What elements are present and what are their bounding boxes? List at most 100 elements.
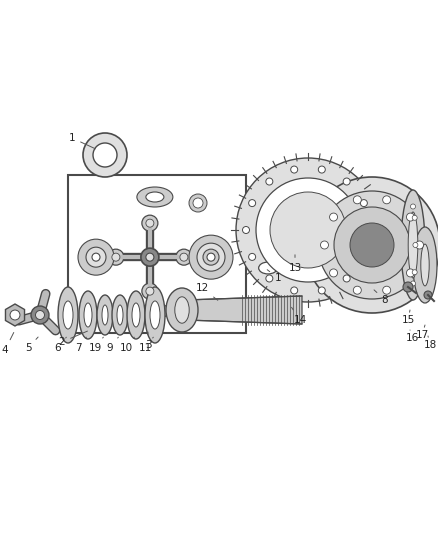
Circle shape — [10, 310, 20, 320]
Circle shape — [142, 283, 158, 299]
Circle shape — [243, 227, 250, 233]
Text: 9: 9 — [107, 337, 118, 353]
Ellipse shape — [102, 305, 108, 325]
Text: 3: 3 — [145, 332, 151, 350]
Circle shape — [207, 253, 215, 261]
Circle shape — [108, 249, 124, 265]
Circle shape — [412, 215, 417, 220]
Ellipse shape — [58, 287, 78, 343]
Ellipse shape — [401, 190, 425, 300]
Circle shape — [412, 270, 417, 274]
Text: 2: 2 — [59, 331, 88, 347]
Circle shape — [146, 287, 154, 295]
Ellipse shape — [84, 303, 92, 327]
Polygon shape — [185, 296, 302, 324]
Circle shape — [31, 306, 49, 324]
Ellipse shape — [175, 297, 189, 323]
Ellipse shape — [132, 303, 140, 327]
Circle shape — [329, 213, 338, 221]
Circle shape — [193, 198, 203, 208]
Ellipse shape — [166, 288, 198, 332]
Ellipse shape — [421, 244, 429, 286]
Text: 15: 15 — [401, 310, 415, 325]
Ellipse shape — [408, 212, 418, 278]
Circle shape — [321, 241, 328, 249]
Circle shape — [318, 166, 325, 173]
Circle shape — [360, 199, 367, 207]
Circle shape — [383, 196, 391, 204]
Circle shape — [353, 196, 361, 204]
Text: 17: 17 — [415, 325, 429, 340]
Ellipse shape — [63, 301, 73, 329]
Circle shape — [236, 158, 380, 302]
Circle shape — [410, 204, 416, 209]
Circle shape — [93, 143, 117, 167]
Text: 18: 18 — [424, 336, 437, 350]
Circle shape — [78, 239, 114, 275]
Text: 6: 6 — [55, 337, 66, 353]
Circle shape — [146, 219, 154, 227]
Text: 10: 10 — [120, 337, 134, 353]
Ellipse shape — [127, 291, 145, 339]
Circle shape — [203, 249, 219, 265]
Circle shape — [318, 191, 426, 299]
Bar — [68, 175, 246, 333]
Circle shape — [189, 194, 207, 212]
Circle shape — [86, 247, 106, 267]
Circle shape — [35, 311, 45, 319]
Ellipse shape — [112, 295, 128, 335]
Circle shape — [176, 249, 192, 265]
Ellipse shape — [97, 295, 113, 335]
Circle shape — [343, 275, 350, 282]
Circle shape — [424, 291, 432, 299]
Ellipse shape — [117, 305, 123, 325]
Circle shape — [318, 287, 325, 294]
Text: 8: 8 — [374, 290, 389, 305]
Text: 13: 13 — [288, 255, 302, 273]
Circle shape — [406, 269, 414, 277]
Ellipse shape — [137, 187, 173, 207]
Circle shape — [83, 133, 127, 177]
Circle shape — [334, 207, 410, 283]
Circle shape — [256, 178, 360, 282]
Circle shape — [367, 227, 374, 233]
Circle shape — [146, 253, 154, 261]
Text: 14: 14 — [292, 308, 307, 325]
Text: 11: 11 — [138, 337, 153, 353]
Ellipse shape — [150, 301, 160, 329]
Polygon shape — [5, 304, 25, 326]
Text: 5: 5 — [25, 337, 38, 353]
Circle shape — [416, 241, 424, 249]
Text: 1: 1 — [267, 270, 281, 283]
Circle shape — [141, 248, 159, 266]
Circle shape — [180, 253, 188, 261]
Circle shape — [410, 281, 416, 286]
Ellipse shape — [413, 227, 437, 303]
Circle shape — [406, 213, 414, 221]
Ellipse shape — [145, 287, 165, 343]
Circle shape — [291, 287, 298, 294]
Circle shape — [383, 286, 391, 294]
Ellipse shape — [79, 291, 97, 339]
Circle shape — [197, 243, 225, 271]
Circle shape — [92, 253, 100, 261]
Circle shape — [266, 275, 273, 282]
Text: 1: 1 — [69, 133, 95, 149]
Circle shape — [249, 253, 256, 261]
Text: 7: 7 — [75, 337, 86, 353]
Circle shape — [270, 192, 346, 268]
Ellipse shape — [259, 262, 277, 274]
Circle shape — [329, 269, 338, 277]
Text: 16: 16 — [406, 330, 419, 343]
Circle shape — [403, 282, 413, 292]
Circle shape — [112, 253, 120, 261]
Ellipse shape — [141, 303, 169, 319]
Circle shape — [350, 223, 394, 267]
Circle shape — [343, 178, 350, 185]
Circle shape — [291, 166, 298, 173]
Circle shape — [353, 286, 361, 294]
Circle shape — [413, 243, 418, 247]
Circle shape — [266, 178, 273, 185]
Ellipse shape — [148, 307, 162, 315]
Circle shape — [304, 177, 438, 313]
